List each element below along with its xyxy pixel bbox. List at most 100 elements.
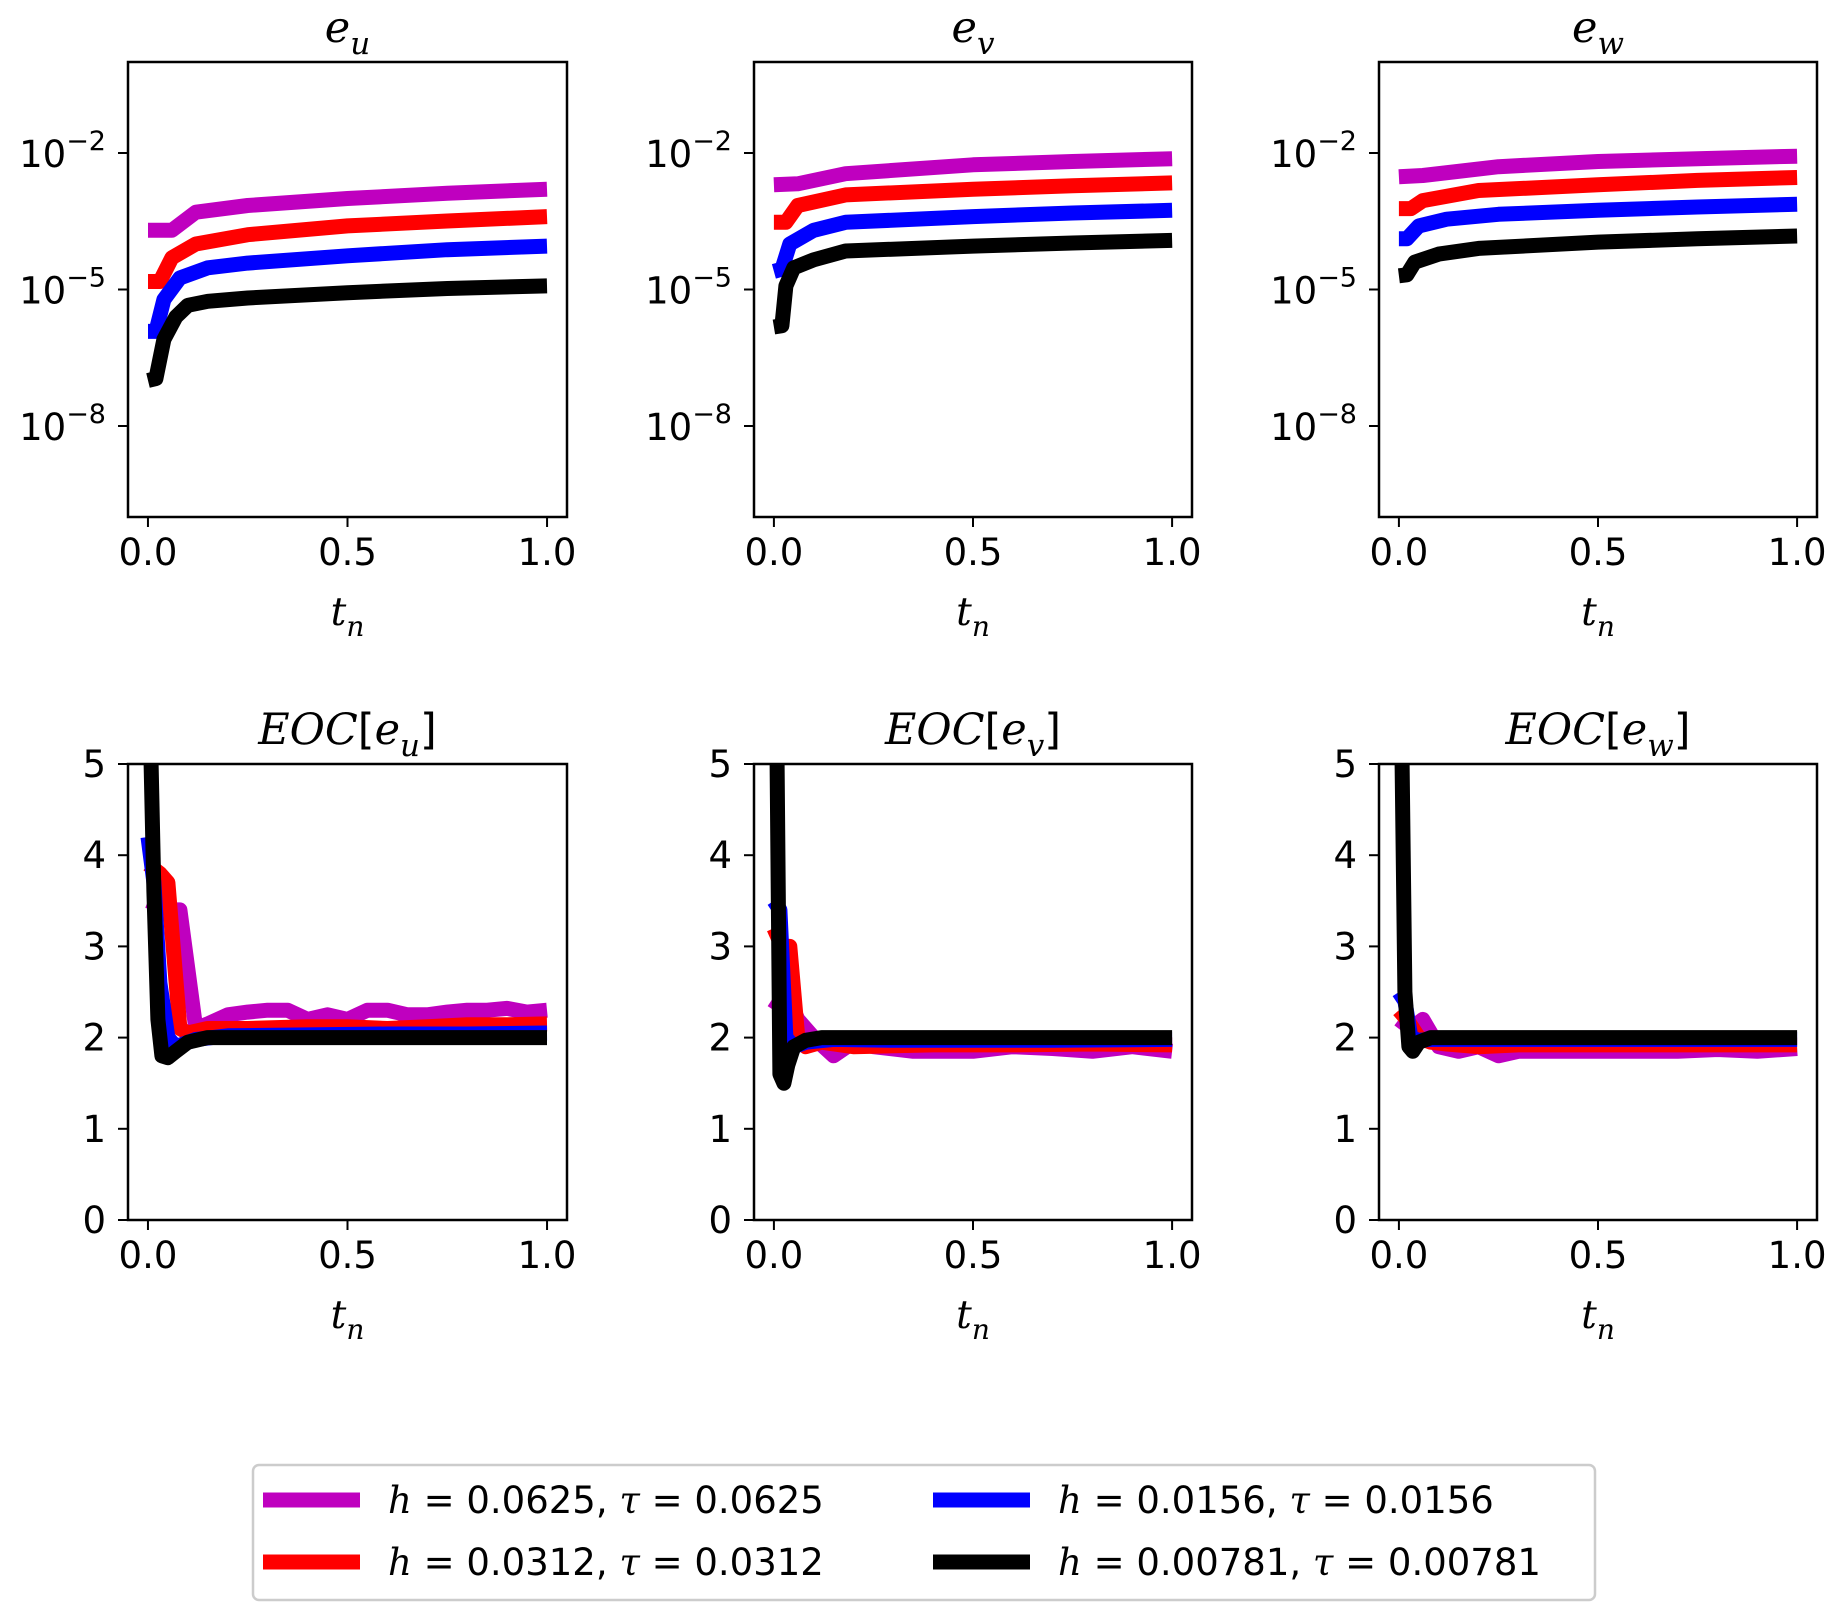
series-line-4 [146, 278, 548, 388]
title-bracket-open-5: [ [985, 705, 1002, 755]
title-bracket-open-6: [ [1605, 705, 1622, 755]
x-tick-label: 0.5 [1569, 1234, 1628, 1277]
y-tick-exponent: −8 [1317, 399, 1357, 430]
x-axis-label: tn [1581, 590, 1615, 643]
legend-label: h = 0.0312, τ = 0.0312 [388, 1541, 824, 1584]
xlabel-sub-1: n [346, 610, 364, 643]
series-line-3 [148, 238, 548, 339]
title-prefix-5: EOC [884, 705, 985, 755]
series-group-1 [146, 181, 548, 388]
y-tick-label: 5 [1333, 743, 1357, 786]
title-base-6: e [1622, 705, 1647, 755]
y-tick-label: 10−8 [19, 399, 106, 449]
series-line-4 [1394, 764, 1798, 1059]
x-axis-label: tn [1581, 1293, 1615, 1346]
y-tick-base: 10 [1270, 133, 1317, 176]
title-sub-6: w [1647, 728, 1674, 764]
y-tick-label: 10−5 [1270, 263, 1357, 313]
x-tick-label: 0.0 [744, 1234, 803, 1277]
y-tick-label: 1 [1333, 1108, 1357, 1151]
legend-text-part: = 0.0312, [412, 1541, 620, 1584]
series-line-2 [143, 858, 548, 1041]
title-sub-4: u [400, 728, 420, 764]
legend-symbol: τ [619, 1479, 640, 1522]
x-tick-label: 1.0 [1768, 1234, 1827, 1277]
y-tick-label: 2 [708, 1017, 732, 1060]
series-line-4 [772, 232, 1173, 335]
title-sub-5: v [1027, 728, 1045, 764]
legend-text-part: = 0.0312 [640, 1541, 824, 1584]
y-tick-exponent: −2 [692, 126, 732, 157]
y-tick-base: 10 [19, 270, 66, 313]
y-tick-label: 2 [1333, 1017, 1357, 1060]
y-tick-label: 3 [1333, 925, 1357, 968]
subplot-title: ew [1572, 3, 1624, 62]
x-tick-label: 0.5 [318, 1234, 377, 1277]
x-axis-label: tn [331, 1293, 365, 1346]
legend-symbol: h [388, 1541, 412, 1584]
y-tick-label: 10−5 [19, 263, 106, 313]
y-tick-label: 3 [82, 925, 106, 968]
xlabel-base-6: t [1581, 1293, 1597, 1338]
title-sub-3: w [1597, 26, 1624, 62]
legend-item-2: h = 0.0312, τ = 0.0312 [263, 1541, 824, 1584]
x-tick-label: 1.0 [518, 531, 577, 574]
legend-symbol: τ [1289, 1479, 1310, 1522]
y-tick-exponent: −5 [66, 263, 106, 294]
x-tick-label: 0.5 [944, 1234, 1003, 1277]
title-sub-2: v [977, 26, 995, 62]
y-tick-label: 4 [82, 834, 106, 877]
series-group-5 [767, 764, 1173, 1091]
series-group-2 [771, 151, 1173, 335]
y-tick-label: 0 [82, 1199, 106, 1242]
x-tick-label: 0.5 [1569, 531, 1628, 574]
y-tick-label: 2 [82, 1017, 106, 1060]
xlabel-base-3: t [1581, 590, 1597, 635]
title-bracket-close-4: ] [420, 705, 437, 755]
y-tick-label: 0 [708, 1199, 732, 1242]
title-base-3: e [1572, 3, 1597, 53]
series-line-1 [145, 893, 548, 1036]
x-tick-label: 0.5 [944, 531, 1003, 574]
y-tick-label: 10−5 [645, 263, 732, 313]
legend-symbol: h [1058, 1541, 1082, 1584]
x-tick-label: 1.0 [518, 1234, 577, 1277]
y-tick-base: 10 [645, 406, 692, 449]
legend-item-3: h = 0.0156, τ = 0.0156 [933, 1479, 1494, 1522]
y-tick-label: 1 [708, 1108, 732, 1151]
legend-text-part: = 0.00781, [1082, 1541, 1313, 1584]
axes-frame [1377, 60, 1819, 519]
title-prefix-6: EOC [1504, 705, 1605, 755]
subplot-4: 0.0 0.5 1.0 0 1 2 3 4 5 EOC[eu] tn [82, 705, 576, 1346]
x-tick-label: 0.0 [744, 531, 803, 574]
series-group-3 [1397, 148, 1798, 284]
legend-symbol: τ [619, 1541, 640, 1584]
x-axis-label: tn [331, 590, 365, 643]
y-tick-base: 10 [1270, 270, 1317, 313]
legend-label: h = 0.0625, τ = 0.0625 [388, 1479, 824, 1522]
series-line-3 [771, 202, 1173, 279]
xlabel-sub-3: n [1597, 610, 1615, 643]
legend-item-1: h = 0.0625, τ = 0.0625 [263, 1479, 824, 1522]
y-tick-label: 4 [1333, 834, 1357, 877]
title-base-2: e [952, 3, 977, 53]
y-tick-exponent: −8 [692, 399, 732, 430]
axes-frame [752, 762, 1194, 1222]
xlabel-sub-4: n [346, 1313, 364, 1346]
y-tick-base: 10 [645, 270, 692, 313]
legend-frame [251, 1463, 1597, 1602]
x-tick-label: 0.0 [119, 1234, 178, 1277]
xlabel-base-2: t [956, 590, 972, 635]
series-line-1 [1398, 148, 1798, 185]
y-tick-label: 4 [708, 834, 732, 877]
y-tick-label: 10−2 [1270, 126, 1357, 176]
y-tick-label: 3 [708, 925, 732, 968]
legend: h = 0.0625, τ = 0.0625 h = 0.0312, τ = 0.… [251, 1463, 1597, 1602]
series-line-4 [143, 764, 547, 1066]
series-line-4 [1397, 228, 1798, 284]
title-prefix-4: EOC [257, 705, 358, 755]
subplot-title: ev [952, 3, 995, 62]
x-tick-label: 0.5 [318, 531, 377, 574]
